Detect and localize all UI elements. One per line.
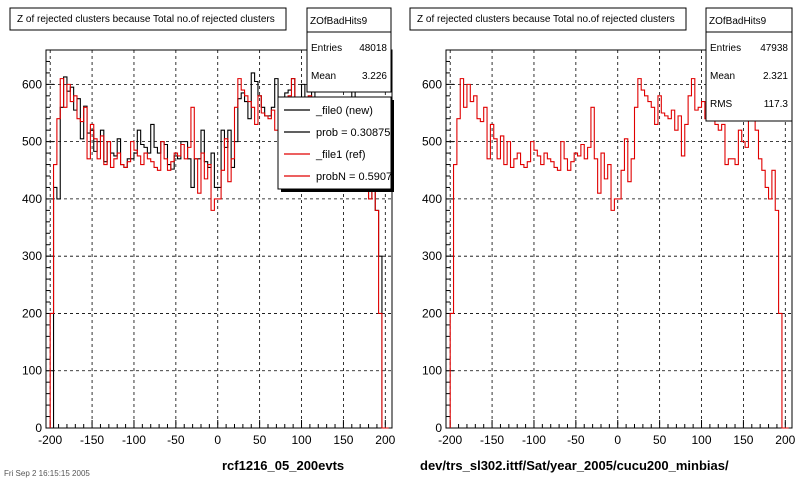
- x-tick-label: -200: [38, 433, 62, 447]
- left-x-axis-label: rcf1216_05_200evts: [222, 458, 344, 473]
- left-histogram-pad: -200 -150 -100 -50 0 50 100 150 200 0 100 200 300 400…: [9, 7, 404, 473]
- x-tick-label: -50: [567, 433, 585, 447]
- x-tick-label: 200: [775, 433, 795, 447]
- x-tick-label: 50: [253, 433, 267, 447]
- x-tick-label: 150: [733, 433, 753, 447]
- stats-label: Entries: [710, 43, 741, 54]
- legend-entries: _file0 (new) prob = 0.308750 _file1 (ref) p…: [284, 105, 404, 183]
- y-tick-label: 600: [22, 77, 42, 91]
- x-tick-label: -150: [80, 433, 104, 447]
- histogram-series-ref: [449, 78, 789, 429]
- y-tick-label: 600: [422, 77, 442, 91]
- y-tick-label: 0: [35, 421, 42, 435]
- y-tick-label: 200: [22, 306, 42, 320]
- y-tick-label: 400: [422, 192, 442, 206]
- x-tick-label: 0: [214, 433, 221, 447]
- x-tick-label: 50: [653, 433, 667, 447]
- y-tick-label: 500: [422, 135, 442, 149]
- stats-label: Mean: [311, 71, 336, 82]
- legend-frame: [277, 96, 392, 190]
- stats-label: RMS: [710, 99, 733, 110]
- x-tick-label: 100: [292, 433, 312, 447]
- x-tick-label: -100: [122, 433, 146, 447]
- left-chart-title: Z of rejected clusters because Total no.…: [17, 14, 275, 25]
- y-tick-label: 100: [22, 364, 42, 378]
- footer-timestamp: Fri Sep 2 16:15:15 2005: [4, 469, 90, 478]
- y-tick-label: 300: [422, 249, 442, 263]
- left-title-box: [9, 7, 287, 31]
- x-tick-label: 150: [333, 433, 353, 447]
- y-tick-label: 400: [22, 192, 42, 206]
- right-title-box: [409, 7, 687, 31]
- right-chart-title: Z of rejected clusters because Total no.…: [417, 14, 675, 25]
- x-tick-label: -200: [438, 433, 462, 447]
- y-tick-label: 300: [22, 249, 42, 263]
- stats-label: Entries: [311, 43, 342, 54]
- stats-box: ZOfBadHits9 Entries 47938 Mean 2.321 RMS 117.3: [705, 7, 793, 122]
- stats-box-frame: [705, 7, 793, 122]
- stats-box: ZOfBadHits9 Entries 48018 Mean 3.226: [306, 7, 392, 93]
- y-tick-label: 200: [422, 306, 442, 320]
- x-tick-label: 100: [692, 433, 712, 447]
- stats-value: 2.321: [763, 71, 788, 82]
- stats-value: 3.226: [362, 71, 387, 82]
- y-tick-label: 500: [22, 135, 42, 149]
- legend-label: prob = 0.308750: [316, 127, 396, 139]
- stats-value: 47938: [760, 43, 788, 54]
- y-tick-label: 100: [422, 364, 442, 378]
- right-histogram-pad: -200 -150 -100 -50 0 50 100 150 200 0 100 200 300 400…: [409, 7, 796, 473]
- legend-label: _file1 (ref): [315, 149, 366, 161]
- stats-box-frame: [306, 7, 392, 93]
- x-tick-label: -50: [167, 433, 185, 447]
- stats-histogram-name: ZOfBadHits9: [709, 16, 767, 27]
- x-tick-label: 0: [614, 433, 621, 447]
- stats-label: Mean: [710, 71, 735, 82]
- x-tick-label: -150: [480, 433, 504, 447]
- stats-value: 117.3: [764, 99, 789, 110]
- stats-histogram-name: ZOfBadHits9: [310, 16, 368, 27]
- x-tick-label: -100: [522, 433, 546, 447]
- stats-value: 48018: [359, 43, 387, 54]
- x-tick-label: 200: [375, 433, 395, 447]
- legend-box: _file0 (new) prob = 0.308750 _file1 (ref) p…: [277, 96, 404, 192]
- legend-label: _file0 (new): [315, 105, 373, 117]
- legend-label: probN = 0.590750: [316, 171, 404, 183]
- right-x-axis-label: dev/trs_sl302.ittf/Sat/year_2005/cucu200…: [420, 458, 729, 473]
- y-tick-label: 0: [435, 421, 442, 435]
